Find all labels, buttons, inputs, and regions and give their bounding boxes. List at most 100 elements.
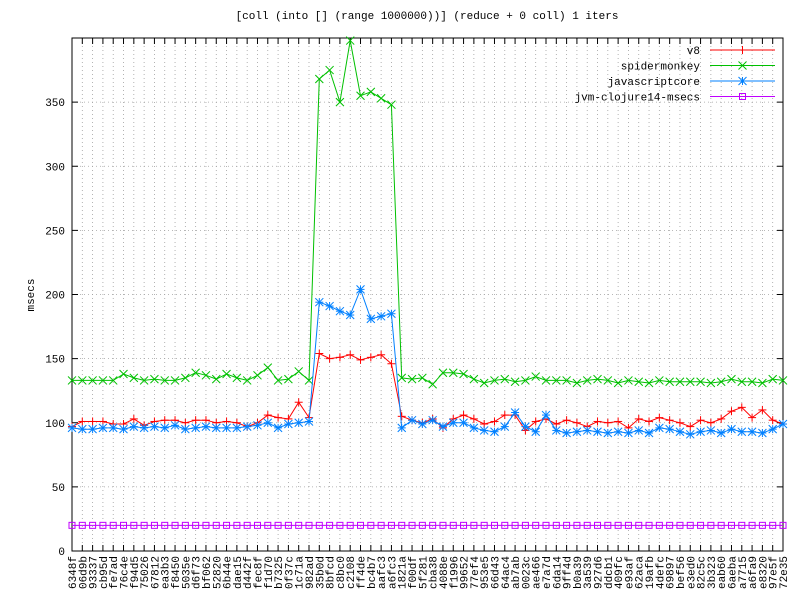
marker-stroke (727, 521, 735, 529)
y-tick-label: 150 (45, 355, 65, 367)
x-tick-label: 06d9b (78, 556, 90, 589)
x-tick-label: f00df (408, 556, 420, 589)
data-point (170, 376, 180, 385)
data-point (119, 424, 128, 434)
x-tick-label: f94d5 (130, 556, 142, 589)
marker-stroke (738, 76, 747, 86)
marker-stroke (593, 427, 602, 437)
data-point (180, 373, 190, 383)
data-point (150, 422, 159, 431)
marker-stroke (407, 415, 417, 425)
data-point (778, 419, 788, 429)
data-point (314, 297, 324, 307)
data-point (109, 521, 117, 529)
data-point (243, 521, 251, 529)
marker-stroke (417, 419, 427, 429)
marker-stroke (500, 422, 510, 431)
data-point (264, 521, 272, 529)
data-point (562, 428, 571, 438)
x-tick-label: d442f (243, 556, 255, 589)
marker-stroke (160, 376, 170, 385)
marker-stroke (191, 368, 201, 378)
data-point (470, 521, 478, 529)
marker-stroke (346, 521, 354, 529)
marker-stroke (469, 423, 479, 433)
x-tick-label: f1996 (449, 556, 461, 589)
x-tick-label: 1c71a (295, 556, 307, 589)
marker-stroke (294, 367, 304, 376)
marker-stroke (170, 420, 180, 430)
data-point (573, 521, 581, 529)
data-point (449, 521, 457, 529)
x-tick-label: c2108 (346, 556, 358, 589)
x-tick-label: 3a539 (583, 556, 595, 589)
marker-stroke (758, 521, 766, 529)
data-point (325, 301, 334, 311)
data-point (191, 416, 200, 425)
marker-stroke (686, 521, 694, 529)
x-tick-label: 93337 (89, 556, 101, 589)
data-point (366, 314, 376, 324)
data-point (562, 416, 571, 425)
marker-stroke (551, 426, 561, 435)
x-tick-label: 1821a (398, 556, 410, 589)
data-point (635, 521, 643, 529)
data-point (192, 521, 200, 529)
marker-stroke (367, 521, 375, 529)
marker-stroke (428, 415, 438, 425)
data-point (541, 376, 551, 385)
data-point (448, 418, 458, 428)
marker-stroke (582, 376, 592, 385)
data-point (634, 426, 644, 435)
marker-stroke (140, 521, 148, 529)
marker-stroke (654, 423, 664, 433)
marker-stroke (511, 521, 519, 529)
data-point (551, 376, 561, 385)
data-point (294, 367, 304, 376)
data-point (593, 427, 602, 437)
data-point (686, 422, 695, 431)
x-tick-label: e3ed0 (686, 556, 698, 589)
data-point (377, 521, 385, 529)
marker-stroke (521, 376, 530, 385)
marker-stroke (459, 369, 468, 379)
data-point (594, 521, 602, 529)
data-point (665, 416, 674, 425)
data-point (170, 420, 180, 430)
data-point (654, 423, 664, 433)
data-point (500, 411, 509, 420)
marker-stroke (180, 373, 190, 383)
x-tick-label: c8bc0 (336, 556, 348, 589)
marker-stroke (480, 521, 488, 529)
data-point (624, 376, 633, 385)
data-point (737, 403, 746, 412)
marker-stroke (685, 377, 695, 387)
data-point (552, 521, 560, 529)
marker-stroke (397, 423, 407, 433)
marker-stroke (243, 521, 251, 529)
marker-stroke (603, 376, 613, 385)
data-point (645, 417, 654, 426)
x-tick-label: 6348f (68, 556, 80, 589)
data-point (727, 424, 736, 434)
data-point (706, 418, 715, 427)
marker-stroke (603, 428, 613, 438)
data-point (758, 378, 767, 388)
x-tick-label: 6aeba (727, 556, 739, 589)
data-point (459, 418, 468, 428)
marker-stroke (666, 521, 674, 529)
marker-stroke (572, 427, 582, 437)
marker-stroke (377, 521, 385, 529)
data-point (130, 521, 138, 529)
data-point (263, 363, 273, 372)
data-point (376, 311, 386, 321)
data-point (768, 424, 778, 434)
x-tick-label: 953e5 (480, 556, 492, 589)
data-point (624, 521, 632, 529)
x-tick-label: a7715 (738, 556, 750, 589)
marker-stroke (614, 521, 622, 529)
data-point (273, 376, 283, 385)
data-point (706, 378, 716, 388)
legend-label: v8 (687, 46, 700, 58)
